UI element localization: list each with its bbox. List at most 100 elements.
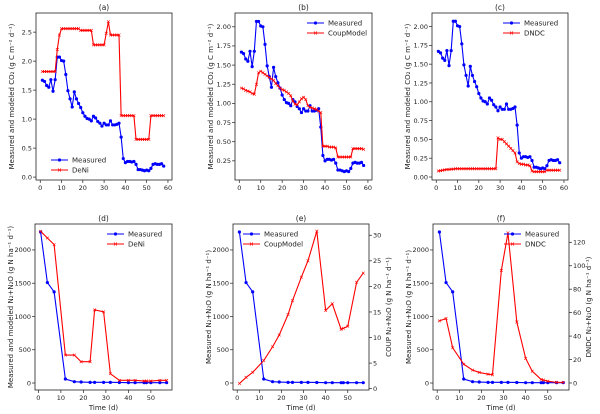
y-axis-label: Measured and modeled CO₂ (g C m⁻² d⁻¹) — [404, 23, 412, 169]
data-point — [302, 107, 306, 111]
series-deni — [39, 229, 169, 383]
x-tick-label: 40 — [322, 394, 330, 402]
series-line — [42, 21, 164, 140]
legend-marker — [510, 242, 515, 246]
data-point — [499, 268, 503, 273]
data-point — [295, 103, 299, 107]
data-point — [158, 378, 162, 382]
data-point — [42, 79, 47, 84]
data-point — [162, 164, 166, 168]
axes-frame — [35, 12, 173, 181]
data-point — [252, 92, 256, 96]
data-point — [447, 64, 451, 68]
x-tick-label: 50 — [344, 394, 352, 402]
y-tick-label: 0.75 — [414, 117, 428, 125]
subplot-title: (e) — [296, 214, 307, 223]
series-coupmodel — [237, 229, 365, 386]
data-point — [528, 164, 532, 168]
data-point — [291, 99, 295, 103]
x-tick-label: 10 — [255, 394, 263, 402]
data-point — [244, 88, 248, 92]
data-point — [517, 151, 521, 155]
data-point — [524, 381, 528, 385]
data-point — [361, 381, 365, 385]
data-point — [317, 109, 321, 113]
y-tick-label: 0.0 — [22, 173, 32, 181]
y2-tick-label: 20 — [573, 356, 581, 364]
data-point — [64, 72, 68, 77]
y2-tick-label: 0 — [373, 385, 377, 393]
data-point — [149, 166, 153, 171]
legend-marker — [113, 242, 118, 246]
y-tick-label: 1500 — [412, 280, 429, 288]
legend-label: DNDC — [525, 241, 546, 249]
series-line — [42, 56, 165, 172]
data-point — [72, 353, 76, 357]
data-point — [438, 51, 443, 55]
data-point — [524, 356, 528, 360]
data-point — [62, 59, 66, 63]
x-tick-label: 10 — [57, 184, 65, 192]
legend: Measured CoupModel — [243, 231, 303, 249]
y-tick-label: 1.00 — [414, 98, 428, 106]
subplot-f: (f)0 10 20 30 40 5005001000150020000204060801… — [405, 214, 593, 412]
series-deni — [40, 20, 166, 142]
x-tick-label: 10 — [453, 184, 461, 192]
data-point — [504, 102, 509, 106]
subplot-title: (c) — [495, 3, 505, 12]
data-point — [526, 163, 530, 167]
series-line — [438, 231, 564, 384]
y-axis-label: Measured and modeled CO₂ (g C m⁻² d⁻¹) — [8, 23, 16, 169]
data-point — [108, 380, 112, 384]
data-point — [63, 353, 67, 357]
data-point — [490, 373, 495, 377]
data-point — [361, 271, 365, 275]
y-tick-label: 1.0 — [22, 115, 32, 123]
data-point — [304, 97, 308, 102]
data-point — [299, 97, 304, 101]
data-point — [262, 358, 266, 363]
data-point — [290, 380, 295, 384]
x-tick-label: 40 — [517, 184, 525, 192]
y2-tick-label: 60 — [573, 309, 581, 317]
x-tick-label: 40 — [124, 394, 132, 402]
data-point — [319, 110, 323, 115]
data-point — [306, 259, 310, 263]
x-tick-label: 30 — [496, 184, 504, 192]
y-axis-label: Measured and modeled CO₂ (g C m⁻² d⁻¹) — [207, 23, 215, 169]
legend-marker — [249, 242, 254, 246]
data-point — [324, 308, 328, 313]
data-point — [244, 57, 248, 61]
subplot-a: (a) 0 10 20 30 40 50 60 0.0 0.5 1.0 1.5 2.0 2.5 Measur… — [8, 3, 173, 192]
data-point — [87, 117, 91, 121]
data-point — [147, 137, 151, 142]
y-tick-label: 0 — [225, 379, 229, 387]
y-tick-label: 0.75 — [217, 119, 231, 127]
data-point — [165, 381, 169, 385]
plot-area — [39, 229, 169, 385]
series-line — [40, 230, 167, 382]
data-point — [98, 121, 102, 125]
series-dndc — [437, 231, 565, 384]
data-point — [486, 380, 490, 384]
data-point — [251, 370, 255, 374]
data-point — [269, 85, 274, 89]
data-point — [513, 151, 517, 155]
y2-tick-label: 80 — [573, 285, 581, 293]
data-point — [274, 74, 278, 79]
data-point — [106, 123, 110, 127]
data-point — [70, 105, 74, 109]
series-measured — [39, 230, 169, 385]
data-point — [93, 116, 98, 120]
data-point — [74, 97, 79, 101]
data-point — [330, 381, 334, 385]
data-point — [270, 345, 275, 349]
data-point — [362, 147, 366, 151]
data-point — [321, 153, 325, 158]
data-point — [485, 102, 489, 106]
data-point — [498, 105, 502, 109]
y-tick-label: 1.25 — [217, 81, 231, 89]
data-point — [117, 380, 121, 385]
y-tick-label: 2000 — [14, 246, 31, 254]
data-point — [271, 65, 276, 69]
